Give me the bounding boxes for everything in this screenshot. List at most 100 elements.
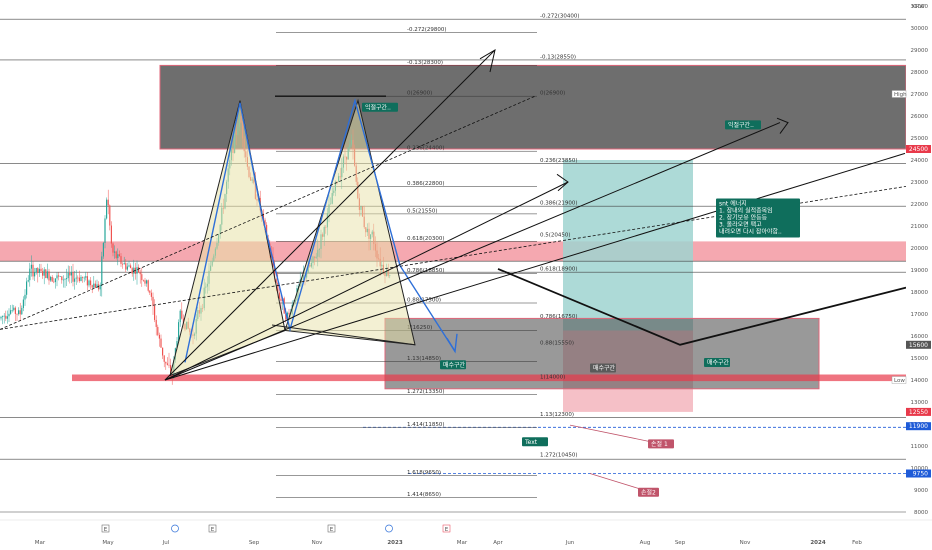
dashed-channel-1 bbox=[0, 95, 536, 330]
candle-body bbox=[262, 213, 264, 220]
note-line-5: 내려오면 다시 잡아야함.. bbox=[719, 228, 782, 236]
candle-body bbox=[66, 278, 68, 280]
price-tick: 28000 bbox=[911, 70, 929, 76]
buy-tag-3-bg bbox=[704, 358, 730, 367]
candle-body bbox=[109, 205, 111, 226]
dividend-marker bbox=[385, 524, 393, 533]
candle-body bbox=[34, 272, 36, 277]
time-tick: 2024 bbox=[810, 540, 825, 546]
price-tick: 15000 bbox=[911, 356, 929, 362]
candle-body bbox=[82, 276, 84, 278]
candle-body bbox=[80, 276, 82, 282]
candle-body bbox=[155, 319, 157, 327]
currency-label: KRW bbox=[912, 4, 925, 10]
candle-body bbox=[122, 263, 124, 265]
candle-body bbox=[165, 361, 167, 364]
candle-body bbox=[11, 310, 13, 311]
buy-tag-2: 매수구간 bbox=[593, 364, 616, 372]
price-badge: 9750 bbox=[913, 471, 928, 478]
candle-body bbox=[126, 266, 128, 270]
candle-body bbox=[274, 267, 276, 280]
text-tag-bg bbox=[522, 437, 548, 447]
time-tick: Mar bbox=[35, 540, 46, 546]
price-tick: 21000 bbox=[911, 224, 929, 230]
price-badge: 12550 bbox=[909, 409, 928, 416]
candle-body bbox=[16, 313, 18, 315]
candle-body bbox=[43, 269, 45, 276]
candle-body bbox=[128, 265, 130, 267]
candle-body bbox=[77, 277, 79, 279]
time-tick: 2023 bbox=[387, 540, 402, 546]
candle-body bbox=[104, 218, 106, 243]
candle-body bbox=[27, 280, 29, 282]
fib-right-label: 1(14000) bbox=[540, 375, 565, 381]
candle-body bbox=[136, 267, 138, 274]
price-tick: 26000 bbox=[911, 114, 929, 120]
candle-body bbox=[178, 322, 180, 342]
price-tick: 23000 bbox=[911, 180, 929, 186]
candle-body bbox=[0, 316, 2, 319]
buy-tag-1-bg bbox=[440, 360, 466, 370]
candle-body bbox=[277, 282, 279, 293]
low-tag-bg bbox=[891, 376, 907, 384]
candle-body bbox=[8, 313, 10, 317]
time-tick: Aug bbox=[640, 540, 651, 546]
candle-body bbox=[146, 280, 148, 284]
wave-path bbox=[184, 97, 456, 363]
candle-body bbox=[6, 316, 8, 319]
fib-left-label: 1.414(11850) bbox=[407, 422, 445, 428]
fib-left-label: 0(26900) bbox=[407, 91, 432, 97]
ray-arrowhead bbox=[556, 173, 569, 192]
candle-body bbox=[275, 279, 277, 283]
price-tick: 25000 bbox=[911, 136, 929, 142]
candle-body bbox=[85, 276, 87, 278]
candle-body bbox=[70, 271, 72, 276]
sell-zone bbox=[159, 64, 907, 150]
price-badge-bg bbox=[906, 422, 931, 431]
candle-body bbox=[160, 338, 162, 348]
candle-body bbox=[118, 254, 120, 257]
time-tick: Apr bbox=[493, 540, 503, 546]
time-tick: May bbox=[102, 540, 114, 546]
candle-body bbox=[280, 298, 282, 301]
fib-left-label: -0.272(29800) bbox=[407, 27, 447, 33]
take-profit-tag-2: 익절구간.. bbox=[728, 121, 754, 129]
price-tick: 13000 bbox=[911, 400, 929, 406]
candle-body bbox=[115, 251, 117, 259]
candle-body bbox=[285, 313, 287, 320]
event-marker: E bbox=[211, 527, 215, 533]
candle-body bbox=[69, 272, 71, 276]
buy-tag-1: 매수구간 bbox=[443, 361, 466, 369]
resistance-band bbox=[0, 241, 906, 262]
note-line-1: snt 에너지 bbox=[719, 200, 747, 208]
candle-body bbox=[152, 296, 154, 306]
fib-right-label: 0.88(15550) bbox=[540, 340, 574, 346]
candle-body bbox=[141, 274, 143, 281]
candle-body bbox=[139, 272, 141, 275]
candle-body bbox=[35, 267, 37, 273]
stop2-callout: 손절2 bbox=[641, 489, 656, 497]
candle-body bbox=[61, 276, 63, 281]
candle-body bbox=[99, 285, 101, 290]
price-tick: 11000 bbox=[911, 444, 929, 450]
candle-body bbox=[59, 276, 61, 277]
candle-body bbox=[37, 267, 39, 273]
target-zone bbox=[563, 160, 693, 331]
event-marker-bg bbox=[208, 524, 217, 533]
pattern-triangle-2 bbox=[284, 98, 416, 346]
price-tick: 27000 bbox=[911, 92, 929, 98]
note-box bbox=[716, 198, 800, 238]
fib-right-label: 1.272(10450) bbox=[540, 453, 578, 459]
candle-body bbox=[74, 278, 76, 282]
candle-body bbox=[64, 279, 66, 280]
fib-right-label: -0.13(28550) bbox=[540, 54, 576, 60]
fib-right-label: 0.786(16750) bbox=[540, 314, 578, 320]
candle-body bbox=[22, 299, 24, 309]
candle-body bbox=[46, 271, 48, 279]
candle-body bbox=[75, 277, 77, 279]
trend-ray-3 bbox=[164, 152, 906, 381]
candle-body bbox=[56, 275, 58, 279]
support-line-band bbox=[72, 374, 906, 382]
fib-left-label: 1.272(13350) bbox=[407, 389, 445, 395]
